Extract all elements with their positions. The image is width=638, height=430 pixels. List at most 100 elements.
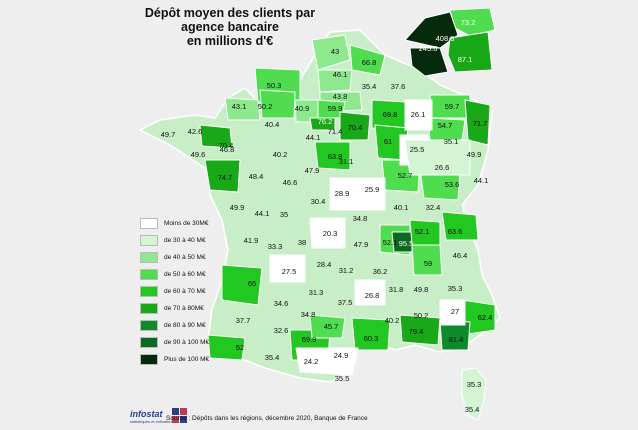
department-value-label: 74.7 — [218, 173, 233, 182]
department-value-label: 70.4 — [219, 141, 234, 150]
department-value-label: 62.4 — [478, 313, 493, 322]
legend-swatch — [140, 303, 158, 314]
department-value-label: 36.2 — [373, 267, 388, 276]
department-value-label: 26.1 — [411, 110, 426, 119]
department-value-label: 35.4 — [362, 82, 377, 91]
legend-item: de 30 à 40 M€ — [140, 235, 209, 246]
legend-label: Moins de 30M€ — [164, 220, 209, 227]
department-value-label: 73.2 — [461, 18, 476, 27]
department-value-label: 31.3 — [309, 288, 324, 297]
department-value-label: 71.4 — [328, 127, 343, 136]
department-value-label: 25.5 — [410, 145, 425, 154]
department-value-label: 59.7 — [445, 102, 460, 111]
legend-label: Plus de 100 M€ — [164, 356, 210, 363]
department-value-label: 44.1 — [255, 209, 270, 218]
department-value-label: 32.4 — [426, 203, 441, 212]
department-value-label: 47.9 — [354, 240, 369, 249]
department-value-label: 43.1 — [232, 102, 247, 111]
department-value-label: 71.7 — [473, 119, 488, 128]
department-value-label: 40.2 — [385, 316, 400, 325]
department-value-label: 43.8 — [333, 92, 348, 101]
department-value-label: 50.2 — [414, 311, 429, 320]
department-value-label: 69.9 — [302, 335, 317, 344]
department-value-label: 59.9 — [328, 104, 343, 113]
department-value-label: 42.6 — [188, 127, 203, 136]
department-value-label: 87.1 — [458, 55, 473, 64]
legend-swatch — [140, 252, 158, 263]
department-value-label: 40.9 — [295, 104, 310, 113]
department-value-label: 79.4 — [409, 327, 424, 336]
department-value-label: 65 — [248, 279, 256, 288]
logo-tagline: statistiques et indicateurs — [130, 419, 175, 424]
legend-swatch — [140, 320, 158, 331]
department-value-label: 44.1 — [306, 133, 321, 142]
legend-label: de 40 à 50 M€ — [164, 254, 206, 261]
department-fills-light — [269, 99, 471, 376]
legend-item: de 70 à 80M€ — [140, 303, 209, 314]
department-value-label: 44.1 — [474, 176, 489, 185]
department-value-label: 40.4 — [265, 120, 280, 129]
department-value-label: 31.1 — [339, 157, 354, 166]
legend-label: de 80 à 90 M€ — [164, 322, 206, 329]
department-value-label: 408.8 — [436, 34, 455, 43]
department-value-label: 35.1 — [444, 137, 459, 146]
department-value-label: 50.2 — [258, 102, 273, 111]
infostat-logo: infostat statistiques et indicateurs — [130, 406, 190, 426]
map-title: Dépôt moyen des clients par agence banca… — [144, 6, 316, 48]
legend-item: de 40 à 50 M€ — [140, 252, 209, 263]
corsica-shape — [461, 367, 487, 421]
department-value-label: 41.9 — [244, 236, 259, 245]
department-value-label: 52.7 — [398, 171, 413, 180]
legend-label: de 70 à 80M€ — [164, 305, 204, 312]
department-value-label: 49.9 — [230, 203, 245, 212]
department-value-label: 37.7 — [236, 316, 251, 325]
department-value-label: 46.6 — [283, 178, 298, 187]
department-value-label: 35.3 — [467, 380, 482, 389]
legend-swatch — [140, 235, 158, 246]
legend-swatch — [140, 354, 158, 365]
legend-swatch — [140, 218, 158, 229]
department-value-label: 49.6 — [191, 150, 206, 159]
department-value-label: 49.8 — [414, 285, 429, 294]
department-value-label: 34.8 — [301, 310, 316, 319]
department-value-label: 20.3 — [323, 229, 338, 238]
department-value-label: 52.1 — [383, 238, 398, 247]
department-value-label: 63.8 — [328, 152, 343, 161]
legend-item: de 90 à 100 M€ — [140, 337, 209, 348]
legend-label: de 60 à 70 M€ — [164, 288, 206, 295]
legend-label: de 90 à 100 M€ — [164, 339, 210, 346]
department-value-label: 26.8 — [365, 291, 380, 300]
department-value-label: 32.6 — [274, 326, 289, 335]
department-value-label: 37.5 — [338, 298, 353, 307]
department-value-label: 35.4 — [265, 353, 280, 362]
department-value-label: 33.3 — [268, 242, 283, 251]
department-value-label: 38 — [298, 238, 306, 247]
legend-swatch — [140, 337, 158, 348]
department-value-label: 35.5 — [335, 374, 350, 383]
department-value-label: 35 — [280, 210, 288, 219]
idf-inset — [404, 7, 496, 77]
department-value-label: 27 — [451, 307, 459, 316]
department-value-label: 27.5 — [282, 267, 297, 276]
department-value-label: 46.1 — [333, 70, 348, 79]
department-value-label: 46.4 — [453, 251, 468, 260]
department-value-label: 26.6 — [435, 163, 450, 172]
logo-mark-icon — [172, 408, 187, 423]
department-value-label: 34.6 — [274, 299, 289, 308]
department-value-label: 28.4 — [317, 260, 332, 269]
department-value-label: 40.2 — [273, 150, 288, 159]
department-value-label: 81.4 — [449, 335, 464, 344]
department-value-label: 63.6 — [448, 227, 463, 236]
department-value-label: 31.2 — [339, 266, 354, 275]
department-value-label: 43 — [331, 47, 339, 56]
legend: Moins de 30M€ de 30 à 40 M€ de 40 à 50 M€ d… — [140, 218, 209, 371]
legend-item: de 50 à 60 M€ — [140, 269, 209, 280]
department-value-label: 35.3 — [448, 284, 463, 293]
department-value-label: 70.4 — [348, 123, 363, 132]
department-value-label: 37.6 — [391, 82, 406, 91]
department-value-label: 47.9 — [305, 166, 320, 175]
logo-text: infostat — [130, 409, 163, 419]
department-value-label: 28.9 — [335, 189, 350, 198]
department-value-label: 69.8 — [383, 110, 398, 119]
legend-item: Moins de 30M€ — [140, 218, 209, 229]
